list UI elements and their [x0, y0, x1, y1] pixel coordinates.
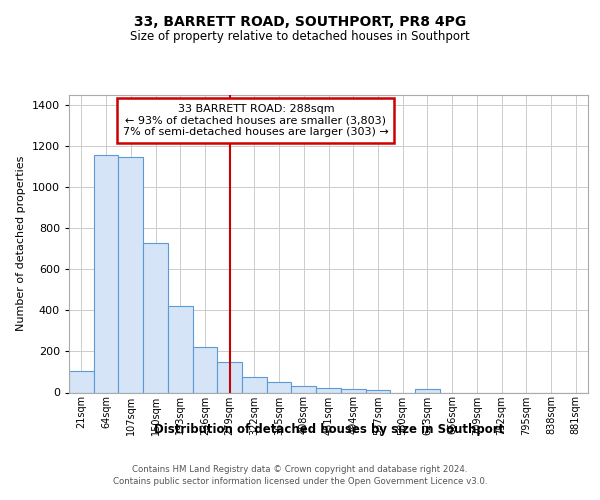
Text: Size of property relative to detached houses in Southport: Size of property relative to detached ho… [130, 30, 470, 43]
Bar [341, 390, 365, 392]
Text: 33, BARRETT ROAD, SOUTHPORT, PR8 4PG: 33, BARRETT ROAD, SOUTHPORT, PR8 4PG [134, 16, 466, 30]
Bar [143, 242, 168, 392]
Bar [292, 386, 316, 392]
Bar [118, 156, 143, 392]
Bar [242, 377, 267, 392]
Text: 33 BARRETT ROAD: 288sqm
← 93% of detached houses are smaller (3,803)
7% of semi-: 33 BARRETT ROAD: 288sqm ← 93% of detache… [123, 104, 389, 137]
Text: Distribution of detached houses by size in Southport: Distribution of detached houses by size … [154, 422, 504, 436]
Y-axis label: Number of detached properties: Number of detached properties [16, 156, 26, 332]
Bar [316, 388, 341, 392]
Bar [69, 370, 94, 392]
Bar [415, 390, 440, 392]
Bar [267, 382, 292, 392]
Text: Contains HM Land Registry data © Crown copyright and database right 2024.: Contains HM Land Registry data © Crown c… [132, 464, 468, 473]
Bar [94, 154, 118, 392]
Bar [217, 362, 242, 392]
Bar [365, 390, 390, 392]
Text: Contains public sector information licensed under the Open Government Licence v3: Contains public sector information licen… [113, 476, 487, 486]
Bar [168, 306, 193, 392]
Bar [193, 348, 217, 393]
